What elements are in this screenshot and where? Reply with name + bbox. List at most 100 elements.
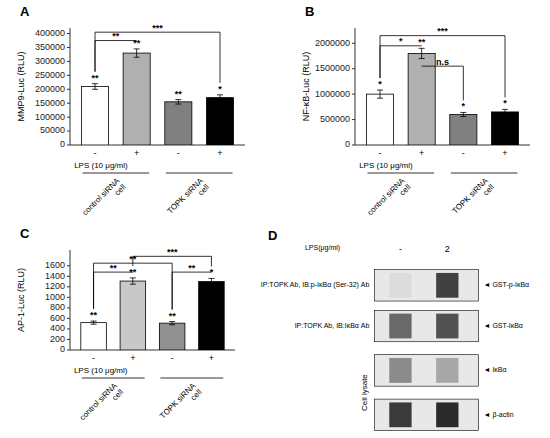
significance-bracket [133,256,212,266]
row-label: ◄ GST-p-IκBα [484,281,530,289]
error-bar [92,84,98,90]
y-axis-label: MMP9-Luc (RLU) [16,51,26,121]
bar [123,53,150,145]
y-tick [352,43,355,44]
significance-label: ** [91,73,99,83]
group-label: TOPK siRNAcell [165,176,211,222]
figure: A050000100000150000200000250000300000350… [0,0,550,438]
bar [81,87,108,146]
y-tick-label: 1000000 [315,89,350,99]
bars [81,49,233,145]
y-tick-label: 1500000 [315,63,350,73]
y-tick [67,33,70,34]
y-tick [67,328,70,329]
x-axis-label: LPS (10 μg/ml) [74,366,128,375]
panel: B 0 500000 1000000 1500000 2000000 NF-κB-Luc (… [301,4,530,223]
y-tick-label: 1200 [45,281,65,291]
panel: C02004006008001000120014001600AP-1-Luc (… [16,226,235,428]
y-tick-label: 0 [60,344,65,354]
y-tick-label: 0 [345,139,350,149]
y-tick [67,318,70,319]
group-label: TOPK siRNAcell [158,381,204,427]
error-bar [377,90,383,98]
bar [450,114,477,145]
y-tick-label: 600 [50,313,65,323]
bar [81,323,107,350]
y-axis-label: NF-κB-Luc (RLU) [301,52,311,122]
y-tick [67,297,70,298]
band [436,402,458,427]
y-tick-label: 500000 [320,114,350,124]
bar [491,112,518,145]
error-bar [175,100,181,104]
y-axis-line [70,250,71,350]
row-label: ◄ β-actin [484,411,514,419]
y-tick-label: 800 [50,302,65,312]
y-tick-label: 350000 [35,42,65,52]
band [436,273,458,298]
significance-bracket [380,36,505,98]
group-bracket [83,173,150,174]
y-tick [67,265,70,266]
y-tick [67,307,70,308]
bracket-label: *** [167,247,178,257]
error-bar [502,109,508,114]
y-tick [67,339,70,340]
panel-title: A [20,4,30,19]
error-bar [419,48,425,58]
significance-label: ** [133,38,141,48]
y-tick [67,286,70,287]
x-tick-label: + [130,353,135,363]
y-tick-label: 300000 [35,56,65,66]
y-tick [67,89,70,90]
significance-bracket [94,263,173,309]
y-tick [352,68,355,69]
blot-background [374,355,478,386]
significance-label: ** [90,310,98,320]
significance-label: * [218,84,222,94]
significance-bracket [422,66,464,100]
x-tick-label: - [379,148,382,158]
significance-label: * [503,98,507,108]
y-tick [67,61,70,62]
y-tick [67,350,70,351]
group-label: control siRNAcell [78,381,126,429]
error-bar [460,112,466,116]
bracket-label: ** [188,263,196,273]
error-bar [130,278,136,284]
lane-label: 2 [445,244,450,254]
x-axis-label: LPS (10 μg/ml) [359,161,413,170]
group-bracket [451,173,518,174]
y-tick-label: 150000 [35,98,65,108]
y-tick-label: 2000000 [315,38,350,48]
y-tick-label: 1400 [45,271,65,281]
band [389,273,411,298]
blot-background [374,270,478,301]
panel-title: B [305,4,314,19]
y-tick-label: 200000 [35,84,65,94]
y-tick [67,103,70,104]
bar [199,282,225,350]
bracket-label: * [399,36,403,46]
y-tick [67,117,70,118]
antibody-label: IP:TOPK Ab, IB:IκBα Ab [295,322,370,329]
panel: DLPS(μg/ml)-2◄ GST-p-IκBαIP:TOPK Ab, IB:… [261,228,529,431]
blot-background [374,399,478,430]
y-tick-label: 400000 [35,28,65,38]
row-label: ◄ IκBα [484,366,507,373]
y-tick-label: 100000 [35,112,65,122]
blot-background [374,310,478,341]
panel-title: D [268,228,277,243]
y-tick [352,145,355,146]
x-tick-label: + [209,353,214,363]
y-tick [352,94,355,95]
panel-title: C [20,226,30,241]
error-bar [217,95,223,101]
group-bracket [82,378,145,379]
x-tick-label: + [217,148,222,158]
y-tick-label: 250000 [35,70,65,80]
y-tick [67,145,70,146]
significance-bracket [172,272,211,309]
group-bracket [160,378,223,379]
error-bar [91,321,97,324]
